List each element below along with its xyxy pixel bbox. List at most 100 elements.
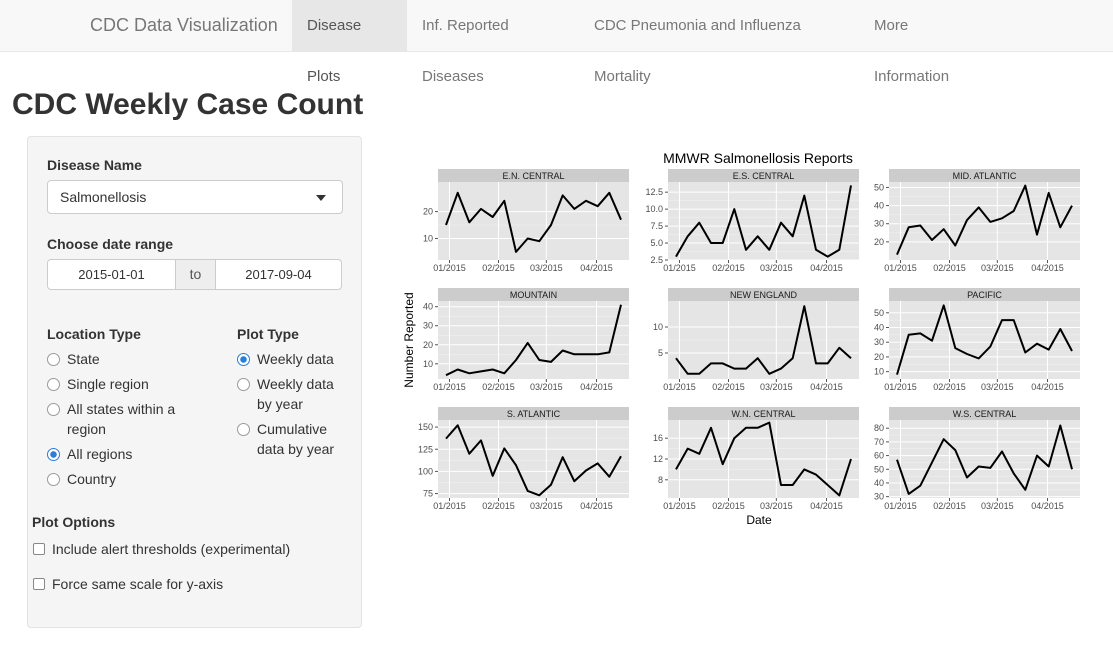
x-tick-label: 02/2015 (933, 501, 966, 511)
series-line (675, 421, 852, 497)
x-axis-label: Date (746, 513, 772, 527)
y-tick-label: 10 (423, 359, 433, 369)
location-type-label: Location Type (47, 326, 141, 342)
facet-panel: S. ATLANTIC 75 100 125 150 01/2015 02/2015 03/2… (418, 407, 629, 511)
plot-type-option-label: Cumulative data by year (257, 421, 335, 457)
series-line (445, 191, 622, 253)
facet-strip (889, 169, 1080, 182)
x-tick-label: 01/2015 (884, 501, 917, 511)
y-tick-label: 2.5 (650, 255, 663, 265)
series-line (896, 304, 1073, 375)
tab-more-information[interactable]: More Information (874, 17, 950, 85)
date-start-input[interactable]: 2015-01-01 (47, 259, 176, 290)
date-end-input[interactable]: 2017-09-04 (215, 259, 342, 290)
tab-pneumonia-influenza[interactable]: CDC Pneumonia and Influenza Mortality (594, 17, 801, 85)
panel-background (889, 301, 1080, 379)
radio-button-selected[interactable] (47, 448, 60, 461)
facet-strip-label: PACIFIC (967, 290, 1002, 300)
x-tick-label: 03/2015 (530, 382, 563, 392)
facet-strip-label: W.S. CENTRAL (953, 409, 1017, 419)
y-tick-label: 10.0 (645, 204, 663, 214)
radio-button[interactable] (237, 378, 250, 391)
facet-panel: E.S. CENTRAL 2.5 5.0 7.5 10.0 12.5 01/2015 02/2… (645, 169, 859, 273)
disease-name-label: Disease Name (47, 157, 142, 173)
checkbox-label: Include alert thresholds (experimental) (52, 541, 291, 557)
location-option-label: State (67, 351, 100, 367)
navbar: CDC Data Visualization Disease Plots Inf… (0, 0, 1113, 85)
x-tick-label: 03/2015 (981, 501, 1014, 511)
facet-strip-label: MID. ATLANTIC (953, 171, 1017, 181)
plot-type-option-label: Weekly data (257, 351, 334, 367)
x-tick-label: 04/2015 (810, 263, 843, 273)
y-tick-label: 30 (874, 492, 884, 502)
facet-strip (438, 288, 629, 301)
date-range-label: Choose date range (47, 236, 174, 252)
plot-type-label: Plot Type (237, 326, 299, 342)
series-line (675, 185, 852, 258)
disease-select-value: Salmonellosis (60, 189, 147, 205)
facet-strip-label: W.N. CENTRAL (731, 409, 795, 419)
x-tick-label: 04/2015 (1031, 382, 1064, 392)
radio-button[interactable] (237, 423, 250, 436)
location-option-label: Country (67, 471, 117, 487)
facet-strip-label: E.S. CENTRAL (733, 171, 795, 181)
facet-strip-label: NEW ENGLAND (730, 290, 798, 300)
facet-strip-label: E.N. CENTRAL (502, 171, 564, 181)
x-tick-label: 01/2015 (884, 382, 917, 392)
x-tick-label: 04/2015 (580, 382, 613, 392)
facet-panel: W.N. CENTRAL 8 12 16 01/2015 02/2015 03/2015 04… (653, 407, 859, 511)
checkbox[interactable] (33, 578, 45, 590)
radio-button[interactable] (47, 353, 60, 366)
x-tick-label: 01/2015 (433, 382, 466, 392)
x-tick-label: 02/2015 (712, 501, 745, 511)
radio-button[interactable] (47, 403, 60, 416)
x-tick-label: 01/2015 (663, 382, 696, 392)
location-option-label: All states within a region (67, 401, 176, 437)
series-line (445, 424, 622, 497)
radio-button-selected[interactable] (237, 353, 250, 366)
tab-disease-plots[interactable]: Disease Plots (292, 0, 407, 85)
y-tick-label: 40 (874, 201, 884, 211)
facet-panel: PACIFIC 10 20 30 40 50 01/2015 02/2015 03/2015 04… (874, 288, 1080, 392)
radio-button[interactable] (47, 378, 60, 391)
x-tick-label: 02/2015 (712, 382, 745, 392)
disease-select[interactable]: Salmonellosis (47, 180, 343, 214)
x-tick-label: 03/2015 (760, 501, 793, 511)
y-tick-label: 10 (653, 322, 663, 332)
radio-button[interactable] (47, 473, 60, 486)
panel-background (438, 301, 629, 379)
y-tick-label: 50 (874, 464, 884, 474)
y-tick-label: 75 (423, 489, 433, 499)
x-tick-label: 04/2015 (580, 263, 613, 273)
x-tick-label: 03/2015 (760, 263, 793, 273)
facet-strip (438, 169, 629, 182)
facet-strip-label: S. ATLANTIC (507, 409, 561, 419)
panel-background (438, 420, 629, 498)
y-tick-label: 30 (874, 219, 884, 229)
y-tick-label: 125 (418, 444, 433, 454)
salmonellosis-plot: MMWR Salmonellosis Reports Date Number R… (402, 150, 1080, 527)
x-tick-label: 03/2015 (981, 263, 1014, 273)
x-tick-label: 03/2015 (530, 501, 563, 511)
brand-title[interactable]: CDC Data Visualization (90, 15, 278, 35)
y-tick-label: 16 (653, 433, 663, 443)
panel-background (438, 182, 629, 260)
plot-type-option-label: Weekly data by year (257, 376, 334, 412)
chart-title: MMWR Salmonellosis Reports (663, 150, 853, 166)
tab-inf-reported-diseases[interactable]: Inf. Reported Diseases (422, 17, 509, 85)
facet-panel: MOUNTAIN 10 20 30 40 01/2015 02/2015 03/2015 04/… (423, 288, 629, 392)
panel-background (668, 182, 859, 260)
checkbox[interactable] (33, 543, 45, 555)
x-tick-label: 02/2015 (933, 263, 966, 273)
x-tick-label: 03/2015 (981, 382, 1014, 392)
y-tick-label: 5 (658, 348, 663, 358)
x-tick-label: 02/2015 (933, 382, 966, 392)
x-tick-label: 04/2015 (810, 382, 843, 392)
y-tick-label: 100 (418, 466, 433, 476)
facet-strip (668, 407, 859, 420)
x-tick-label: 02/2015 (482, 501, 515, 511)
y-tick-label: 30 (874, 337, 884, 347)
y-tick-label: 20 (874, 352, 884, 362)
y-tick-label: 60 (874, 451, 884, 461)
location-option-label: Single region (67, 376, 149, 392)
